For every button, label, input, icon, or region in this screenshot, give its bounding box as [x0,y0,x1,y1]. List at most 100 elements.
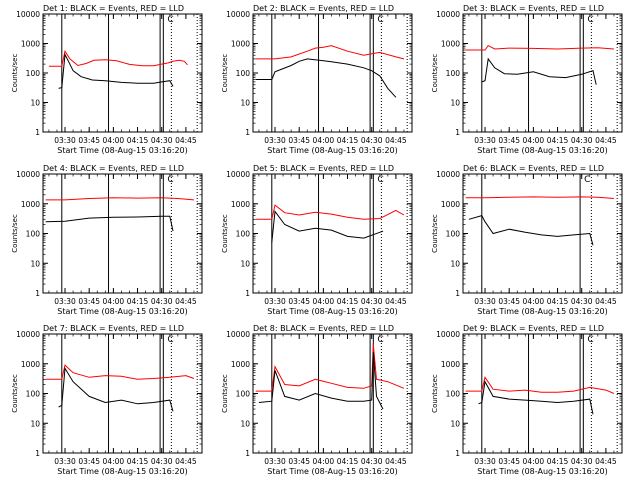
panel-9-plot-frame [462,333,623,454]
panel-2-series-events-line [255,58,397,98]
panel-6-marker-label: C [584,175,590,185]
panel-8-y-axis-label: Counts/sec [221,374,229,413]
panel-1-y-tick-label: 10000 [16,10,40,19]
panel-5-plot-frame [252,173,413,294]
panel-9-x-tick-label: 03:30 [474,457,496,466]
panel-1-series-events-line [58,52,174,89]
panel-8-plot-frame [252,333,413,454]
panel-3-title: Det 3: BLACK = Events, RED = LLD [463,4,604,13]
panel-7-title: Det 7: BLACK = Events, RED = LLD [43,324,184,333]
panel-3-plot-frame [462,13,623,133]
panel-2-x-tick-label: 03:30 [264,136,286,145]
panel-8-x-tick-label: 03:30 [264,457,286,466]
panel-6-plot-frame [462,173,623,294]
panel-7-y-tick-label: 100 [26,390,41,399]
panel-9-y-axis-label: Counts/sec [431,374,439,413]
panel-4-y-tick-label: 1000 [21,200,40,209]
panel-5-x-axis-label: Start Time (08-Aug-15 03:16:20) [267,307,398,316]
panel-5-y-tick-label: 1000 [231,200,250,209]
panel-3-y-tick-label: 1000 [441,40,460,49]
panel-4-y-tick-label: 1 [35,289,40,298]
panel-6-y-tick-label: 1 [455,289,460,298]
panel-2-y-tick-label: 100 [236,69,251,78]
panel-6-y-tick-label: 10000 [436,170,460,179]
panel-6-series-events-line [468,215,594,246]
panel-1-x-tick-label: 04:15 [127,136,149,145]
panel-9-x-tick-label: 04:45 [595,457,617,466]
panel-6-y-tick-label: 10 [450,259,460,268]
panel-2-y-tick-label: 1 [245,128,250,137]
panel-6-y-tick-label: 100 [446,230,461,239]
panel-9-y-tick-label: 1 [455,449,460,458]
panel-3-x-tick-label: 04:30 [571,136,593,145]
panel-5-title: Det 5: BLACK = Events, RED = LLD [253,164,394,173]
panel-5-x-tick-label: 04:00 [313,297,335,306]
panel-7-series-lld-line [45,364,195,380]
panel-8-series-events-line [258,351,384,410]
panel-5-x-tick-label: 04:30 [361,297,383,306]
panel-4-x-tick-label: 04:45 [175,297,197,306]
panel-1-series-lld-line [48,49,188,67]
panel-7-x-axis-label: Start Time (08-Aug-15 03:16:20) [57,467,188,476]
panel-3-y-tick-label: 1 [455,128,460,137]
panel-6-series-lld-line [465,196,614,199]
panel-7-series-events-line [58,366,174,412]
panel-1-title: Det 1: BLACK = Events, RED = LLD [43,4,184,13]
panel-8-y-tick-label: 1 [245,449,250,458]
panel-3-x-axis-label: Start Time (08-Aug-15 03:16:20) [477,146,608,155]
panel-2-y-tick-label: 10 [240,99,250,108]
panel-5-y-tick-label: 10000 [226,170,250,179]
panel-9-x-tick-label: 04:30 [571,457,593,466]
panel-3-series-lld-line [465,44,614,51]
panel-1-x-tick-label: 03:30 [54,136,76,145]
panel-9-y-tick-label: 100 [446,390,461,399]
panel-2-series-lld-line [255,45,405,60]
panel-8-x-tick-label: 04:45 [385,457,407,466]
panel-1-y-tick-label: 100 [26,69,41,78]
panel-2-title: Det 2: BLACK = Events, RED = LLD [253,4,394,13]
panel-4-x-tick-label: 04:00 [103,297,125,306]
panel-4-series-lld-line [45,197,194,201]
panel-4-title: Det 4: BLACK = Events, RED = LLD [43,164,184,173]
panel-3-x-tick-label: 03:45 [498,136,520,145]
panel-2-x-tick-label: 04:15 [337,136,359,145]
panel-8-x-tick-label: 04:15 [337,457,359,466]
panel-1-x-tick-label: 04:00 [103,136,125,145]
panel-3-series-events-line [481,57,597,85]
panel-7-marker-label: C [167,335,173,345]
panel-8-x-tick-label: 04:30 [361,457,383,466]
panel-7-y-tick-label: 10 [30,419,40,428]
panel-4-marker-label: C [167,175,173,185]
panel-9-series-lld-line [465,376,615,394]
panel-6-x-axis-label: Start Time (08-Aug-15 03:16:20) [477,307,608,316]
panel-2-y-tick-label: 1000 [231,40,250,49]
panel-8-y-tick-label: 1000 [231,360,250,369]
panel-4-plot-frame [42,173,203,294]
panel-4-series-events-line [45,215,174,232]
panel-6-x-tick-label: 04:30 [571,297,593,306]
panel-3-x-tick-label: 04:45 [595,136,617,145]
panel-9-x-tick-label: 04:00 [523,457,545,466]
panel-5-x-tick-label: 03:45 [288,297,310,306]
panel-7-y-tick-label: 1000 [21,360,40,369]
panel-1-x-tick-label: 03:45 [78,136,100,145]
panel-4-y-tick-label: 100 [26,230,41,239]
panel-9-y-tick-label: 10 [450,419,460,428]
panel-6-x-tick-label: 04:15 [547,297,569,306]
panel-2-x-tick-label: 04:30 [361,136,383,145]
panel-7-x-tick-label: 04:15 [127,457,149,466]
panel-6-x-tick-label: 03:30 [474,297,496,306]
panel-3-y-tick-label: 10000 [436,10,460,19]
panel-9-marker-label: C [587,335,593,345]
panel-7-x-tick-label: 04:45 [175,457,197,466]
panel-9-y-tick-label: 1000 [441,360,460,369]
panel-1-y-axis-label: Counts/sec [11,54,19,93]
panel-1-y-tick-label: 1 [35,128,40,137]
panel-4-y-axis-label: Counts/sec [11,214,19,253]
panel-8-x-tick-label: 04:00 [313,457,335,466]
panel-6-x-tick-label: 04:45 [595,297,617,306]
panel-8-x-tick-label: 03:45 [288,457,310,466]
panel-5-y-axis-label: Counts/sec [221,214,229,253]
panel-7-x-tick-label: 03:30 [54,457,76,466]
